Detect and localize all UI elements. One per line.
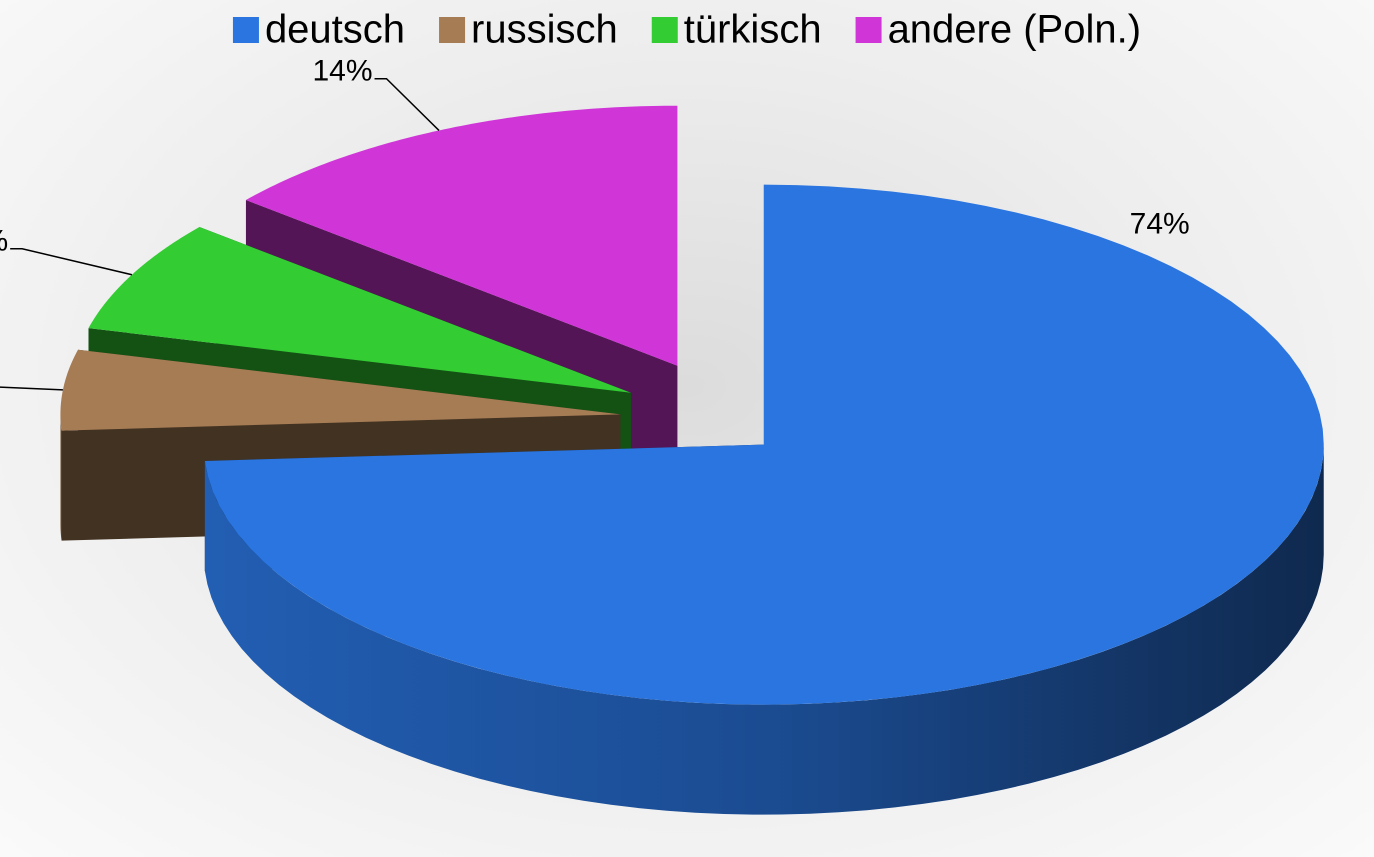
data-label: 7%	[0, 225, 8, 258]
data-label: 74%	[1130, 207, 1190, 240]
legend-label: türkisch	[684, 8, 822, 52]
slice-wall	[60, 414, 62, 541]
slice	[204, 184, 1324, 705]
legend-swatch	[855, 17, 882, 43]
legend-swatch	[651, 17, 678, 43]
data-label: 14%	[312, 55, 372, 88]
legend-label: deutsch	[265, 8, 405, 52]
leader-line	[0, 386, 63, 391]
legend-swatch	[232, 17, 259, 43]
slice	[88, 227, 631, 393]
slice	[245, 105, 678, 366]
legend-label: andere (Poln.)	[888, 8, 1141, 52]
slice-wall	[204, 444, 1324, 815]
leader-line	[10, 248, 133, 276]
slice	[60, 349, 621, 431]
legend-swatch	[439, 17, 466, 43]
leader-line	[374, 77, 440, 131]
legend-label: russisch	[471, 8, 618, 52]
